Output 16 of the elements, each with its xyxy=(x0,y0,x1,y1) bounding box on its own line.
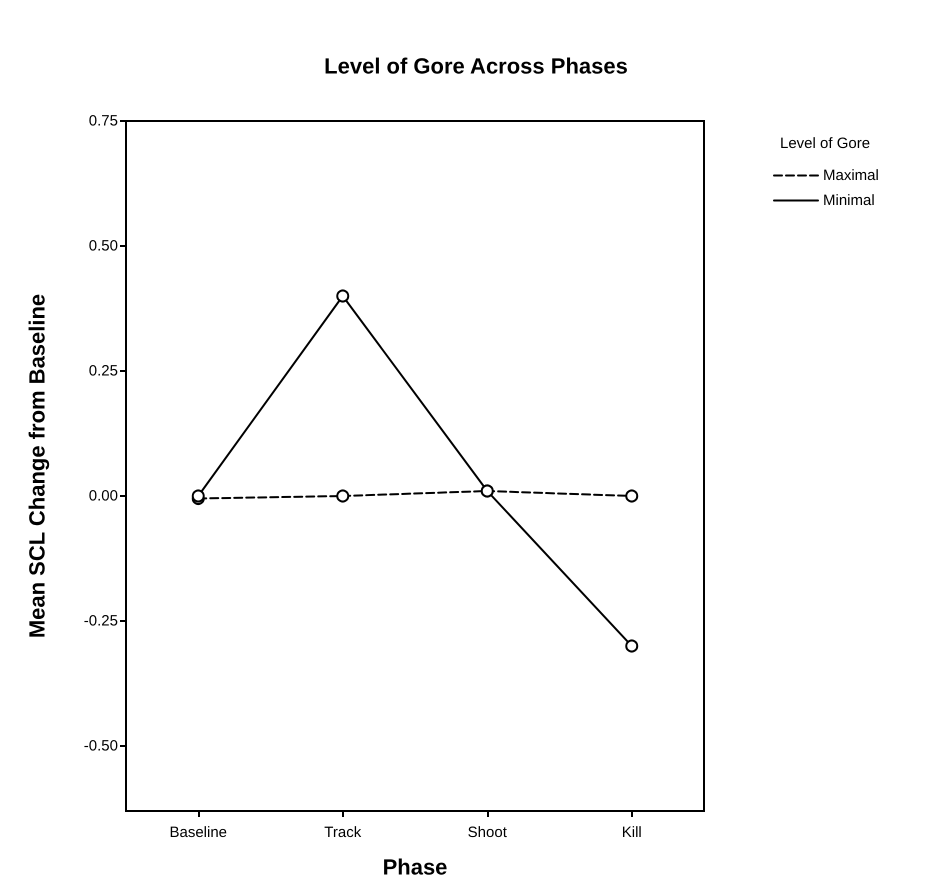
chart-title: Level of Gore Across Phases xyxy=(324,54,628,78)
x-tick-label: Track xyxy=(324,824,362,841)
y-axis-title: Mean SCL Change from Baseline xyxy=(24,294,50,638)
y-tick-label: -0.25 xyxy=(84,612,118,630)
legend-title: Level of Gore xyxy=(780,135,870,152)
x-tick-label: Kill xyxy=(622,824,642,841)
y-tick-label: -0.50 xyxy=(84,738,118,754)
y-tick-label: 0.25 xyxy=(88,362,118,380)
y-tick-label: 0.50 xyxy=(88,238,118,254)
x-axis-title: Phase xyxy=(382,854,448,880)
legend-label: Minimal xyxy=(823,192,875,209)
y-tick-label: 0.75 xyxy=(88,112,118,130)
legend-label: Maximal xyxy=(823,167,879,184)
y-tick-label: 0.00 xyxy=(88,488,118,504)
x-tick-label: Shoot xyxy=(468,824,508,841)
x-tick-label: Baseline xyxy=(169,824,228,841)
